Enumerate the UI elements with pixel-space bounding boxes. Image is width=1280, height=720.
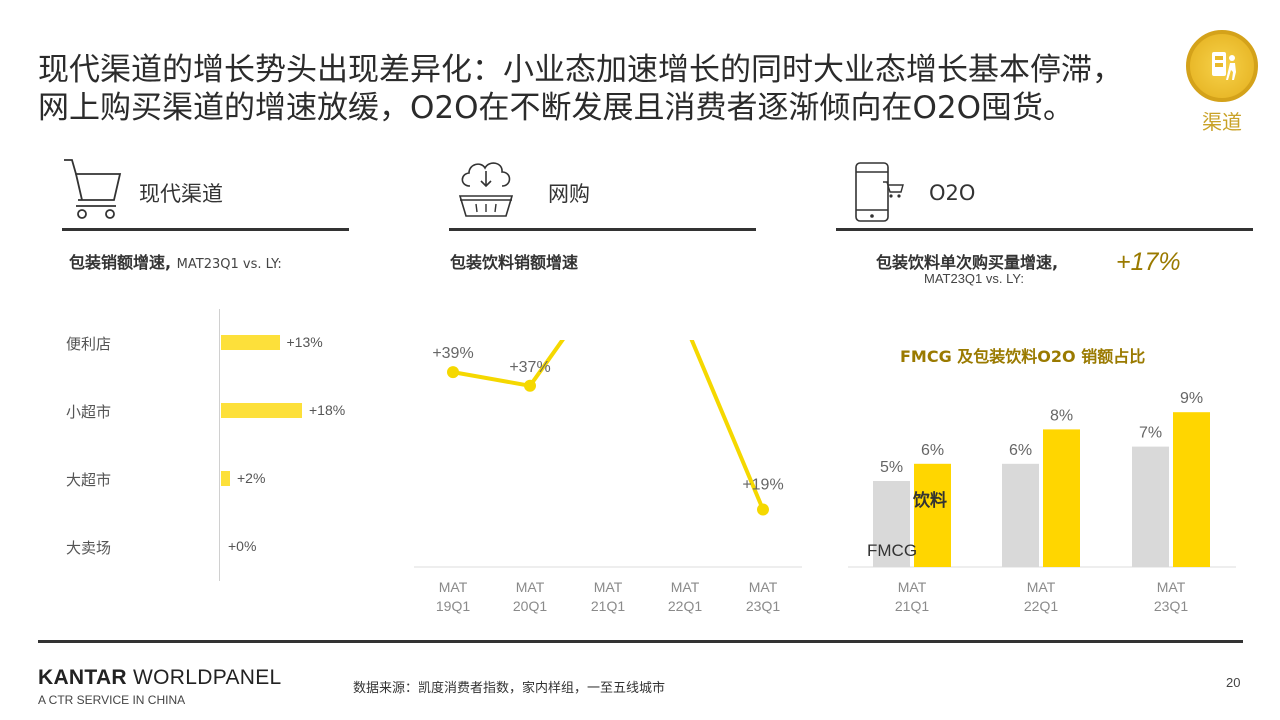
hbar-value-label: +2% bbox=[237, 470, 266, 486]
section-rule-o2o bbox=[836, 228, 1253, 231]
grouped-bar-chart: 5% 6% MAT 21Q1 6% 8% MAT 22Q1 7% 9% MAT 23Q1 FMCG 饮料 bbox=[848, 390, 1236, 614]
gbar-x-tick-label: MAT bbox=[1157, 579, 1186, 595]
channel-badge: 渠道 bbox=[1186, 30, 1258, 135]
o2o-chart-title: FMCG 及包装饮料O2O 销额占比 bbox=[900, 347, 1146, 366]
gbar-data-label: 6% bbox=[921, 442, 944, 459]
hbar-bar bbox=[221, 335, 280, 350]
subhead-modern-light: MAT23Q1 vs. LY: bbox=[176, 257, 282, 272]
hbar-category-label: 大卖场 bbox=[66, 539, 112, 557]
line-series bbox=[452, 340, 765, 511]
page-title-line-2: 网上购买渠道的增速放缓，O2O在不断发展且消费者逐渐倾向在O2O囤货。 bbox=[38, 90, 1075, 126]
hbar-axis bbox=[219, 309, 220, 581]
brand-bold: KANTAR bbox=[38, 666, 127, 689]
line-chart: +39%MAT19Q1+37%MAT20Q1+53%MAT21Q1+46%MAT… bbox=[414, 340, 802, 614]
line-x-tick-label: 22Q1 bbox=[668, 598, 702, 614]
brand-logo: KANTAR WORLDPANEL bbox=[38, 666, 282, 690]
subhead-modern: 包装销额增速, MAT23Q1 vs. LY: bbox=[69, 249, 282, 273]
section-label-online: 网购 bbox=[548, 182, 590, 206]
gbar-data-label: 9% bbox=[1180, 390, 1203, 407]
gbar-data-label: 8% bbox=[1050, 407, 1073, 424]
gbar-data-label: 6% bbox=[1009, 442, 1032, 459]
gbar-bar bbox=[873, 481, 910, 567]
subhead-o2o-light: MAT23Q1 vs. LY: bbox=[924, 271, 1024, 286]
gbar-data-label: 7% bbox=[1139, 425, 1162, 442]
section-label-o2o: O2O bbox=[929, 181, 976, 205]
section-rule-modern bbox=[62, 228, 349, 231]
line-point bbox=[524, 379, 536, 392]
line-point bbox=[447, 366, 459, 379]
section-rule-online bbox=[449, 228, 756, 231]
line-x-tick-label: MAT bbox=[671, 579, 700, 595]
line-x-tick-label: MAT bbox=[439, 579, 468, 595]
line-x-tick-label: 21Q1 bbox=[591, 598, 625, 614]
line-x-tick-label: MAT bbox=[516, 579, 545, 595]
gbar-bar bbox=[1002, 463, 1039, 567]
line-x-tick-label: MAT bbox=[594, 579, 623, 595]
hbar-chart: 便利店 +13% 小超市 +18% 大超市 +2% 大卖场 +0% bbox=[0, 0, 345, 581]
gbar-bar bbox=[1132, 446, 1169, 567]
gbar-x-tick-label: 23Q1 bbox=[1154, 598, 1188, 614]
line-point bbox=[757, 503, 769, 516]
section-label-modern: 现代渠道 bbox=[139, 182, 223, 206]
page-title-line-1: 现代渠道的增长势头出现差异化：小业态加速增长的同时大业态增长基本停滞， bbox=[38, 52, 1123, 88]
gbar-series-label: 饮料 bbox=[912, 490, 947, 511]
hbar-bar bbox=[221, 471, 230, 486]
line-x-tick-label: 19Q1 bbox=[436, 598, 470, 614]
phone-cart-icon bbox=[853, 160, 911, 229]
brand-sub: A CTR SERVICE IN CHINA bbox=[38, 693, 186, 707]
line-data-label: +19% bbox=[742, 477, 783, 494]
hbar-value-label: +0% bbox=[228, 538, 257, 554]
hbar-value-label: +13% bbox=[286, 334, 323, 350]
store-person-icon bbox=[1186, 30, 1258, 102]
hbar-category-label: 小超市 bbox=[66, 403, 112, 421]
shopping-cart-icon bbox=[62, 156, 126, 227]
page-number: 20 bbox=[1226, 675, 1241, 690]
line-x-tick-label: 20Q1 bbox=[513, 598, 547, 614]
hbar-bar bbox=[221, 403, 302, 418]
footer-rule bbox=[38, 640, 1243, 643]
line-data-label: +37% bbox=[509, 359, 550, 376]
badge-label: 渠道 bbox=[1202, 110, 1242, 134]
hbar-category-label: 便利店 bbox=[66, 335, 112, 353]
gbar-x-tick-label: MAT bbox=[898, 579, 927, 595]
subhead-o2o: 包装饮料单次购买量增速, bbox=[876, 253, 1059, 272]
brand-light: WORLDPANEL bbox=[133, 666, 282, 689]
gbar-x-tick-label: 21Q1 bbox=[895, 598, 929, 614]
line-x-tick-label: MAT bbox=[749, 579, 778, 595]
hbar-value-label: +18% bbox=[309, 402, 346, 418]
gbar-data-label: 5% bbox=[880, 459, 903, 476]
subhead-online: 包装饮料销额增速 bbox=[450, 253, 579, 272]
line-data-label: +39% bbox=[432, 345, 473, 362]
o2o-growth-highlight: +17% bbox=[1116, 248, 1181, 276]
line-x-tick-label: 23Q1 bbox=[746, 598, 780, 614]
gbar-bar bbox=[1173, 412, 1210, 567]
hbar-category-label: 大超市 bbox=[66, 471, 112, 489]
source-note: 数据来源：凯度消费者指数，家内样组，一至五线城市 bbox=[353, 681, 666, 696]
gbar-bar bbox=[914, 463, 951, 567]
subhead-modern-bold: 包装销额增速, bbox=[69, 253, 172, 272]
gbar-bar bbox=[1043, 429, 1080, 567]
cloud-basket-icon bbox=[456, 156, 516, 227]
gbar-x-tick-label: 22Q1 bbox=[1024, 598, 1058, 614]
gbar-x-tick-label: MAT bbox=[1027, 579, 1056, 595]
gbar-series-label: FMCG bbox=[867, 541, 917, 560]
